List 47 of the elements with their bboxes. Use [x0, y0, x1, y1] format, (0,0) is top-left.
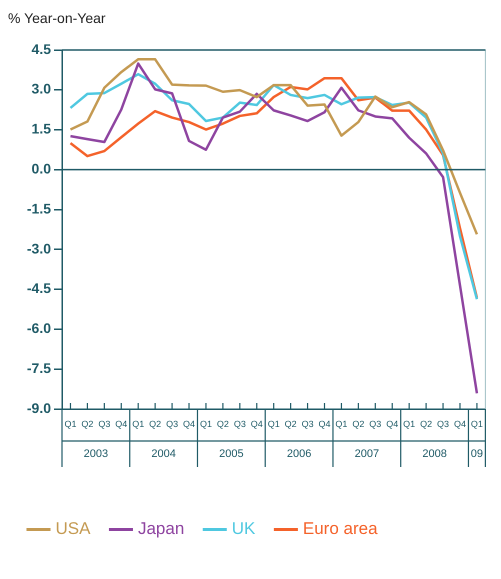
- legend-label: UK: [232, 519, 256, 538]
- text: 2004: [151, 448, 176, 460]
- x-tick-label: Q2: [420, 418, 432, 429]
- x-tick-label: Q2: [352, 418, 364, 429]
- y-tick-label: -4.5: [26, 280, 52, 296]
- x-tick-label: Q2: [81, 418, 94, 429]
- text: 2005: [219, 448, 244, 460]
- y-tick-label: -3.0: [26, 240, 52, 256]
- y-axis-title: % Year-on-Year: [8, 10, 106, 26]
- x-tick-label: Q1: [132, 418, 144, 429]
- text: 2003: [84, 448, 108, 460]
- text: 2008: [422, 448, 447, 460]
- x-tick-label: Q4: [454, 418, 466, 429]
- y-tick-label: -6.0: [26, 320, 52, 336]
- x-tick-label: Q2: [216, 418, 229, 429]
- x-tick-label: Q1: [403, 418, 416, 429]
- y-tick-label: -1.5: [26, 200, 52, 216]
- y-tick-label: 1.5: [32, 120, 52, 137]
- x-tick-label: Q3: [234, 418, 246, 429]
- x-tick-label: Q1: [200, 418, 212, 429]
- x-tick-label: Q4: [318, 418, 331, 429]
- x-tick-label: Q4: [250, 418, 263, 429]
- legend-label: Euro area: [302, 519, 378, 538]
- y-tick-label: 3.0: [32, 80, 52, 97]
- x-tick-label: Q3: [437, 418, 450, 429]
- x-tick-label: Q2: [149, 418, 162, 429]
- y-tick-label: -7.5: [26, 360, 52, 376]
- text: 09: [470, 448, 484, 460]
- y-tick-label: 4.5: [32, 40, 52, 57]
- x-tick-label: Q1: [470, 418, 483, 429]
- x-tick-label: Q4: [183, 418, 196, 429]
- x-tick-label: Q3: [98, 418, 110, 429]
- x-tick-label: Q2: [284, 418, 297, 429]
- legend-label: Japan: [138, 519, 184, 538]
- x-tick-label: Q3: [369, 418, 382, 429]
- x-tick-label: Q4: [386, 418, 398, 429]
- x-tick-label: Q1: [64, 418, 76, 429]
- x-tick-label: Q3: [302, 418, 314, 429]
- text: 2006: [286, 448, 312, 460]
- x-tick-label: Q1: [268, 418, 280, 429]
- y-tick-label: 0.0: [32, 160, 52, 177]
- x-tick-label: Q3: [166, 418, 178, 429]
- x-tick-label: Q4: [115, 418, 128, 429]
- x-tick-label: Q1: [335, 418, 348, 429]
- text: 2007: [354, 448, 380, 460]
- legend-label: USA: [56, 519, 92, 538]
- y-tick-label: -9.0: [26, 400, 52, 416]
